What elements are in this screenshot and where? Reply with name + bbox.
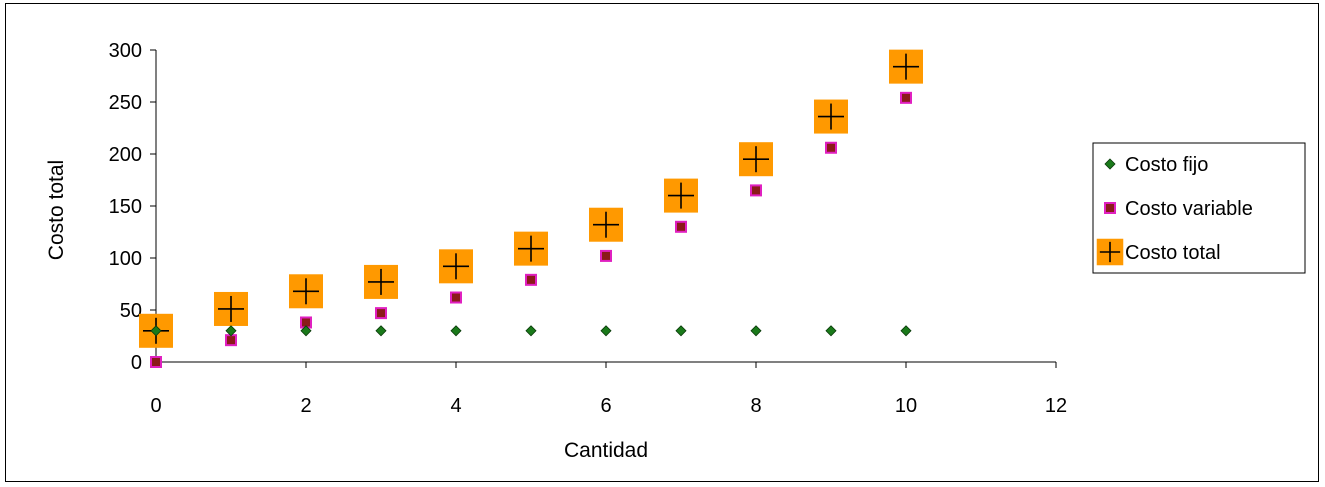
data-point <box>826 326 836 336</box>
data-point <box>601 326 611 336</box>
data-point <box>601 251 611 261</box>
x-tick-label: 12 <box>1045 395 1067 417</box>
data-point <box>526 275 536 285</box>
series-layer <box>139 50 923 367</box>
data-point <box>439 249 473 283</box>
data-point <box>889 50 923 84</box>
x-ticks: 0 2 4 6 8 10 12 <box>150 362 1067 417</box>
y-tick-label: 100 <box>109 248 142 270</box>
data-point <box>664 179 698 213</box>
x-tick-label: 2 <box>300 395 311 417</box>
legend-label: Costo variable <box>1125 198 1253 220</box>
series-costo-fijo <box>151 326 911 336</box>
data-point <box>676 222 686 232</box>
y-tick-label: 50 <box>120 300 142 322</box>
data-point <box>901 93 911 103</box>
y-tick-label: 200 <box>109 144 142 166</box>
chart-frame: 0 50 100 150 200 250 300 0 2 4 6 8 10 12 Cantidad Co… <box>5 3 1319 482</box>
scatter-chart: 0 50 100 150 200 250 300 0 2 4 6 8 10 12 Cantidad Co… <box>6 4 1320 483</box>
x-axis-title: Cantidad <box>564 439 648 462</box>
data-point <box>214 292 248 326</box>
series-costo-total <box>139 50 923 348</box>
y-tick-label: 300 <box>109 40 142 62</box>
data-point <box>739 142 773 176</box>
data-point <box>901 326 911 336</box>
x-tick-label: 4 <box>450 395 461 417</box>
data-point <box>826 143 836 153</box>
x-tick-label: 10 <box>895 395 917 417</box>
data-point <box>751 326 761 336</box>
y-tick-label: 250 <box>109 92 142 114</box>
data-point <box>451 326 461 336</box>
data-point <box>751 185 761 195</box>
legend: Costo fijo Costo variable Costo total <box>1093 143 1305 273</box>
data-point <box>151 357 161 367</box>
legend-marker <box>1105 203 1115 213</box>
data-point <box>526 326 536 336</box>
data-point <box>676 326 686 336</box>
x-tick-label: 6 <box>600 395 611 417</box>
data-point <box>451 293 461 303</box>
x-tick-label: 0 <box>150 395 161 417</box>
data-point <box>514 232 548 266</box>
legend-label: Costo fijo <box>1125 154 1208 176</box>
data-point <box>589 208 623 242</box>
data-point <box>376 326 386 336</box>
y-axis-title: Costo total <box>45 160 68 260</box>
legend-label: Costo total <box>1125 242 1221 264</box>
data-point <box>814 100 848 134</box>
y-tick-label: 0 <box>131 352 142 374</box>
axes <box>156 50 1056 362</box>
data-point <box>289 274 323 308</box>
data-point <box>376 308 386 318</box>
data-point <box>364 265 398 299</box>
legend-marker <box>1097 239 1124 266</box>
y-tick-label: 150 <box>109 196 142 218</box>
data-point <box>226 335 236 345</box>
x-tick-label: 8 <box>750 395 761 417</box>
